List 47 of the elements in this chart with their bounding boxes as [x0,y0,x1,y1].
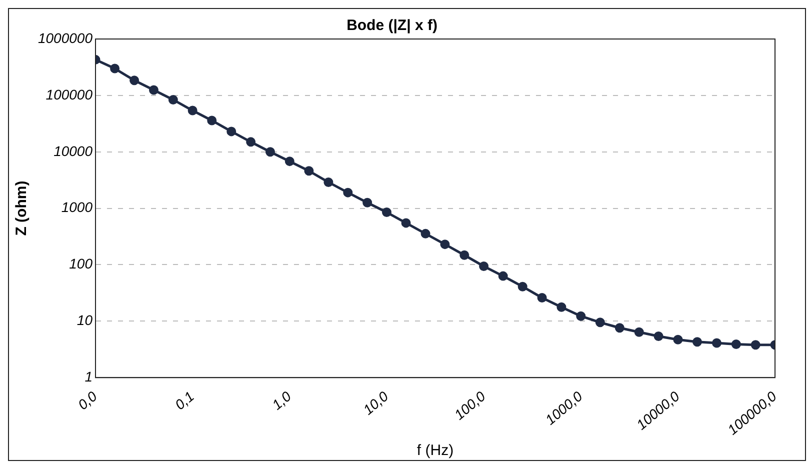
point [362,198,372,208]
point [595,318,605,328]
y-tick-label: 10 [76,312,93,328]
point [537,292,547,302]
point [614,323,624,333]
x-axis-title: f (Hz) [416,442,454,460]
point [712,338,722,348]
x-tick-label: 0,1 [172,388,198,413]
point [518,282,528,292]
chart-title: Bode (|Z| x f) [346,17,438,34]
y-axis-title: Z (ohm) [13,180,30,236]
point [440,240,450,250]
point [692,337,702,347]
point [265,147,275,157]
point [343,188,353,198]
point [731,339,741,349]
y-tick-label: 10000 [54,142,93,159]
point [673,334,683,344]
point [188,106,198,116]
point [401,218,411,228]
y-tick-label: 100000 [46,86,93,102]
y-tick-label: 1000000 [38,30,93,46]
point [634,327,644,337]
point [498,271,508,281]
point [479,262,489,271]
point [168,94,178,104]
y-tick-label: 1 [84,368,93,384]
point [226,126,236,136]
point [556,302,566,312]
point [246,137,256,147]
point [130,76,140,86]
point [110,64,120,74]
point [460,250,470,260]
point [148,85,158,95]
point [324,177,334,187]
point [420,228,430,238]
point [750,340,760,350]
point [284,156,294,166]
x-tick-label: 0,0 [74,388,100,413]
point [382,208,392,218]
point [654,332,664,342]
y-tick-label: 100 [69,256,93,272]
point [207,116,217,126]
y-tick-label: 1000 [61,199,93,216]
x-tick-label: 1,0 [268,388,294,413]
point [576,311,586,321]
point [304,166,314,176]
